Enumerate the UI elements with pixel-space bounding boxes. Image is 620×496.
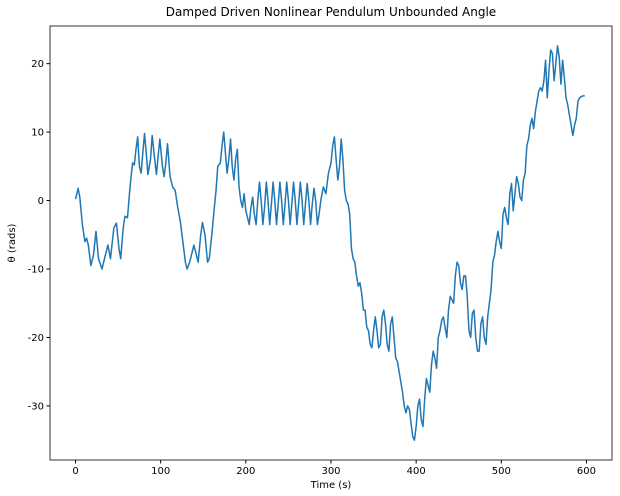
y-tick-label: 20 xyxy=(31,59,44,70)
x-tick-label: 300 xyxy=(321,466,340,477)
x-axis-label: Time (s) xyxy=(310,480,352,491)
chart-title: Damped Driven Nonlinear Pendulum Unbound… xyxy=(166,5,496,19)
data-line xyxy=(74,45,585,441)
y-axis-label: θ (rads) xyxy=(7,223,18,262)
x-tick-label: 500 xyxy=(492,466,511,477)
x-tick-label: 0 xyxy=(72,466,78,477)
y-tick-label: -30 xyxy=(28,401,44,412)
y-tick-label: -20 xyxy=(28,333,44,344)
y-tick-label: -10 xyxy=(28,265,44,276)
x-tick-label: 100 xyxy=(151,466,170,477)
y-tick-label: 0 xyxy=(38,196,44,207)
y-tick-label: 10 xyxy=(31,128,44,139)
x-tick-label: 400 xyxy=(407,466,426,477)
x-tick-label: 600 xyxy=(577,466,596,477)
x-tick-label: 200 xyxy=(236,466,255,477)
plot-frame xyxy=(49,25,613,461)
